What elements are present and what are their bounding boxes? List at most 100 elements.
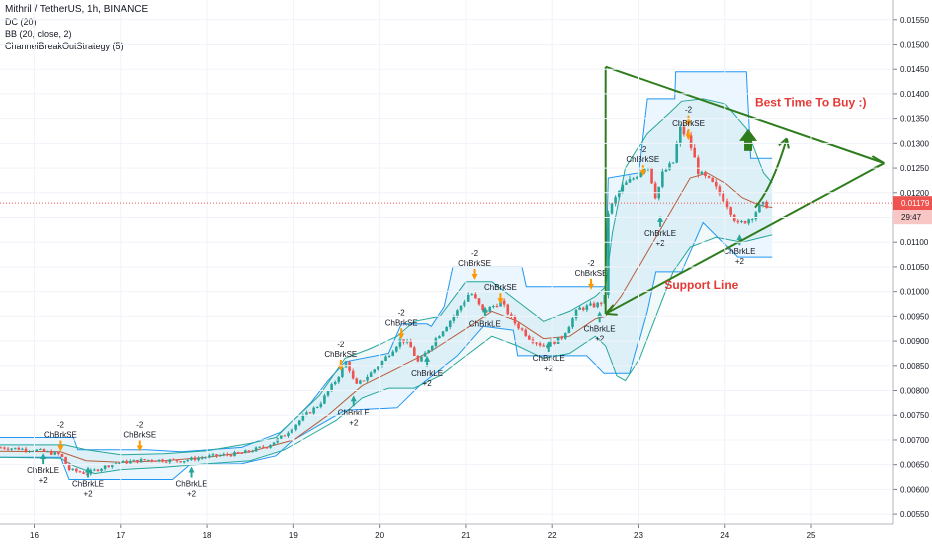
candle-body [312,407,315,414]
candle-body [319,403,323,407]
candle-body [391,351,395,356]
candle-body [21,448,24,450]
last-price-label: 0.01179 [901,199,930,208]
candle-body [592,303,596,308]
candle-body [269,445,272,448]
x-tick-label: 23 [634,531,643,540]
candle-body [614,197,617,204]
candle-body [222,454,226,456]
candle-body [107,465,111,467]
candle-body [287,432,290,437]
candle-body [297,420,301,425]
x-tick-label: 17 [116,531,125,540]
down-arrow-icon [136,445,143,452]
candle-body [154,460,157,462]
signal-label: +2 [83,489,93,498]
candle-body [247,450,251,452]
candle-body [398,339,402,347]
candle-body [395,346,398,352]
candle-body [506,304,510,315]
candle-body [100,468,103,471]
signal-label: -2 [587,259,595,268]
candle-body [502,300,506,305]
candle-body [186,459,190,462]
short-entry-signal: ChBrkSE [484,283,517,305]
candle-body [553,340,556,344]
donchian-upper-line [0,71,773,453]
candle-body [639,172,643,178]
candle-body [139,459,143,463]
down-arrow-icon [588,283,595,290]
candle-body [653,183,657,199]
candle-body [111,463,114,467]
candle-body [707,175,711,178]
indicator-bb[interactable]: BB (20, close, 2) [5,29,72,39]
candle-body [671,162,675,164]
indicator-strategy[interactable]: ChannelBreakOutStrategy (5) [5,41,124,51]
donchian-fill [0,71,773,480]
y-tick-label: 0.00750 [900,411,929,420]
candle-body [445,326,448,332]
y-tick-label: 0.01550 [900,16,929,25]
candle-body [326,391,330,396]
long-entry-signal: ChBrkLE+2 [176,466,208,498]
y-tick-label: 0.00600 [900,485,929,494]
signal-label: ChBrkLE [533,354,565,363]
candle-body [578,307,581,310]
candle-body [337,376,341,382]
candle-body [125,460,128,464]
candle-body [31,451,35,453]
candle-body [387,355,391,357]
candle-body [481,304,484,311]
candle-body [168,459,172,463]
candle-body [305,412,308,416]
signal-label: ChBrkSE [324,350,357,359]
candle-body [121,460,125,463]
signal-label: +2 [735,257,745,266]
indicator-bands [0,71,773,480]
up-arrow-icon [350,395,357,402]
candle-body [71,468,75,470]
signal-label: -2 [685,106,693,115]
candle-body [132,459,136,461]
signal-label: ChBrkLE [72,479,104,488]
candle-body [574,309,578,319]
candle-body [348,361,351,371]
candle-body [416,355,420,362]
candle-body [470,294,474,296]
candle-body [24,448,28,452]
candle-body [333,381,337,385]
candle-body [175,459,179,462]
up-arrow-icon [481,306,488,313]
y-tick-label: 0.01450 [900,65,929,74]
candle-body [581,307,585,310]
up-arrow-icon [736,234,743,241]
candle-body [294,424,297,430]
candle-body [315,406,319,408]
x-tick-label: 21 [461,531,470,540]
candle-body [344,361,348,368]
candle-body [93,469,96,471]
triangle-base-arrow-icon [604,304,618,316]
triangle-lower-line [605,162,885,315]
up-arrow-icon [424,355,431,362]
y-tick-label: 0.00950 [900,312,929,321]
indicator-dc[interactable]: DC (20) [5,17,37,27]
long-entry-signal: ChBrkLE+2 [72,466,104,498]
candle-body [373,369,377,373]
candle-body [650,167,653,184]
y-tick-label: 0.00700 [900,436,929,445]
candle-body [412,347,416,356]
candle-body [513,315,517,324]
candle-body [535,342,538,344]
signal-label: +2 [349,418,359,427]
candle-body [693,147,696,158]
candle-body [96,469,100,471]
down-arrow-icon [497,298,504,305]
candle-body [103,465,107,469]
x-tick-label: 25 [807,531,816,540]
candle-body [208,455,211,458]
